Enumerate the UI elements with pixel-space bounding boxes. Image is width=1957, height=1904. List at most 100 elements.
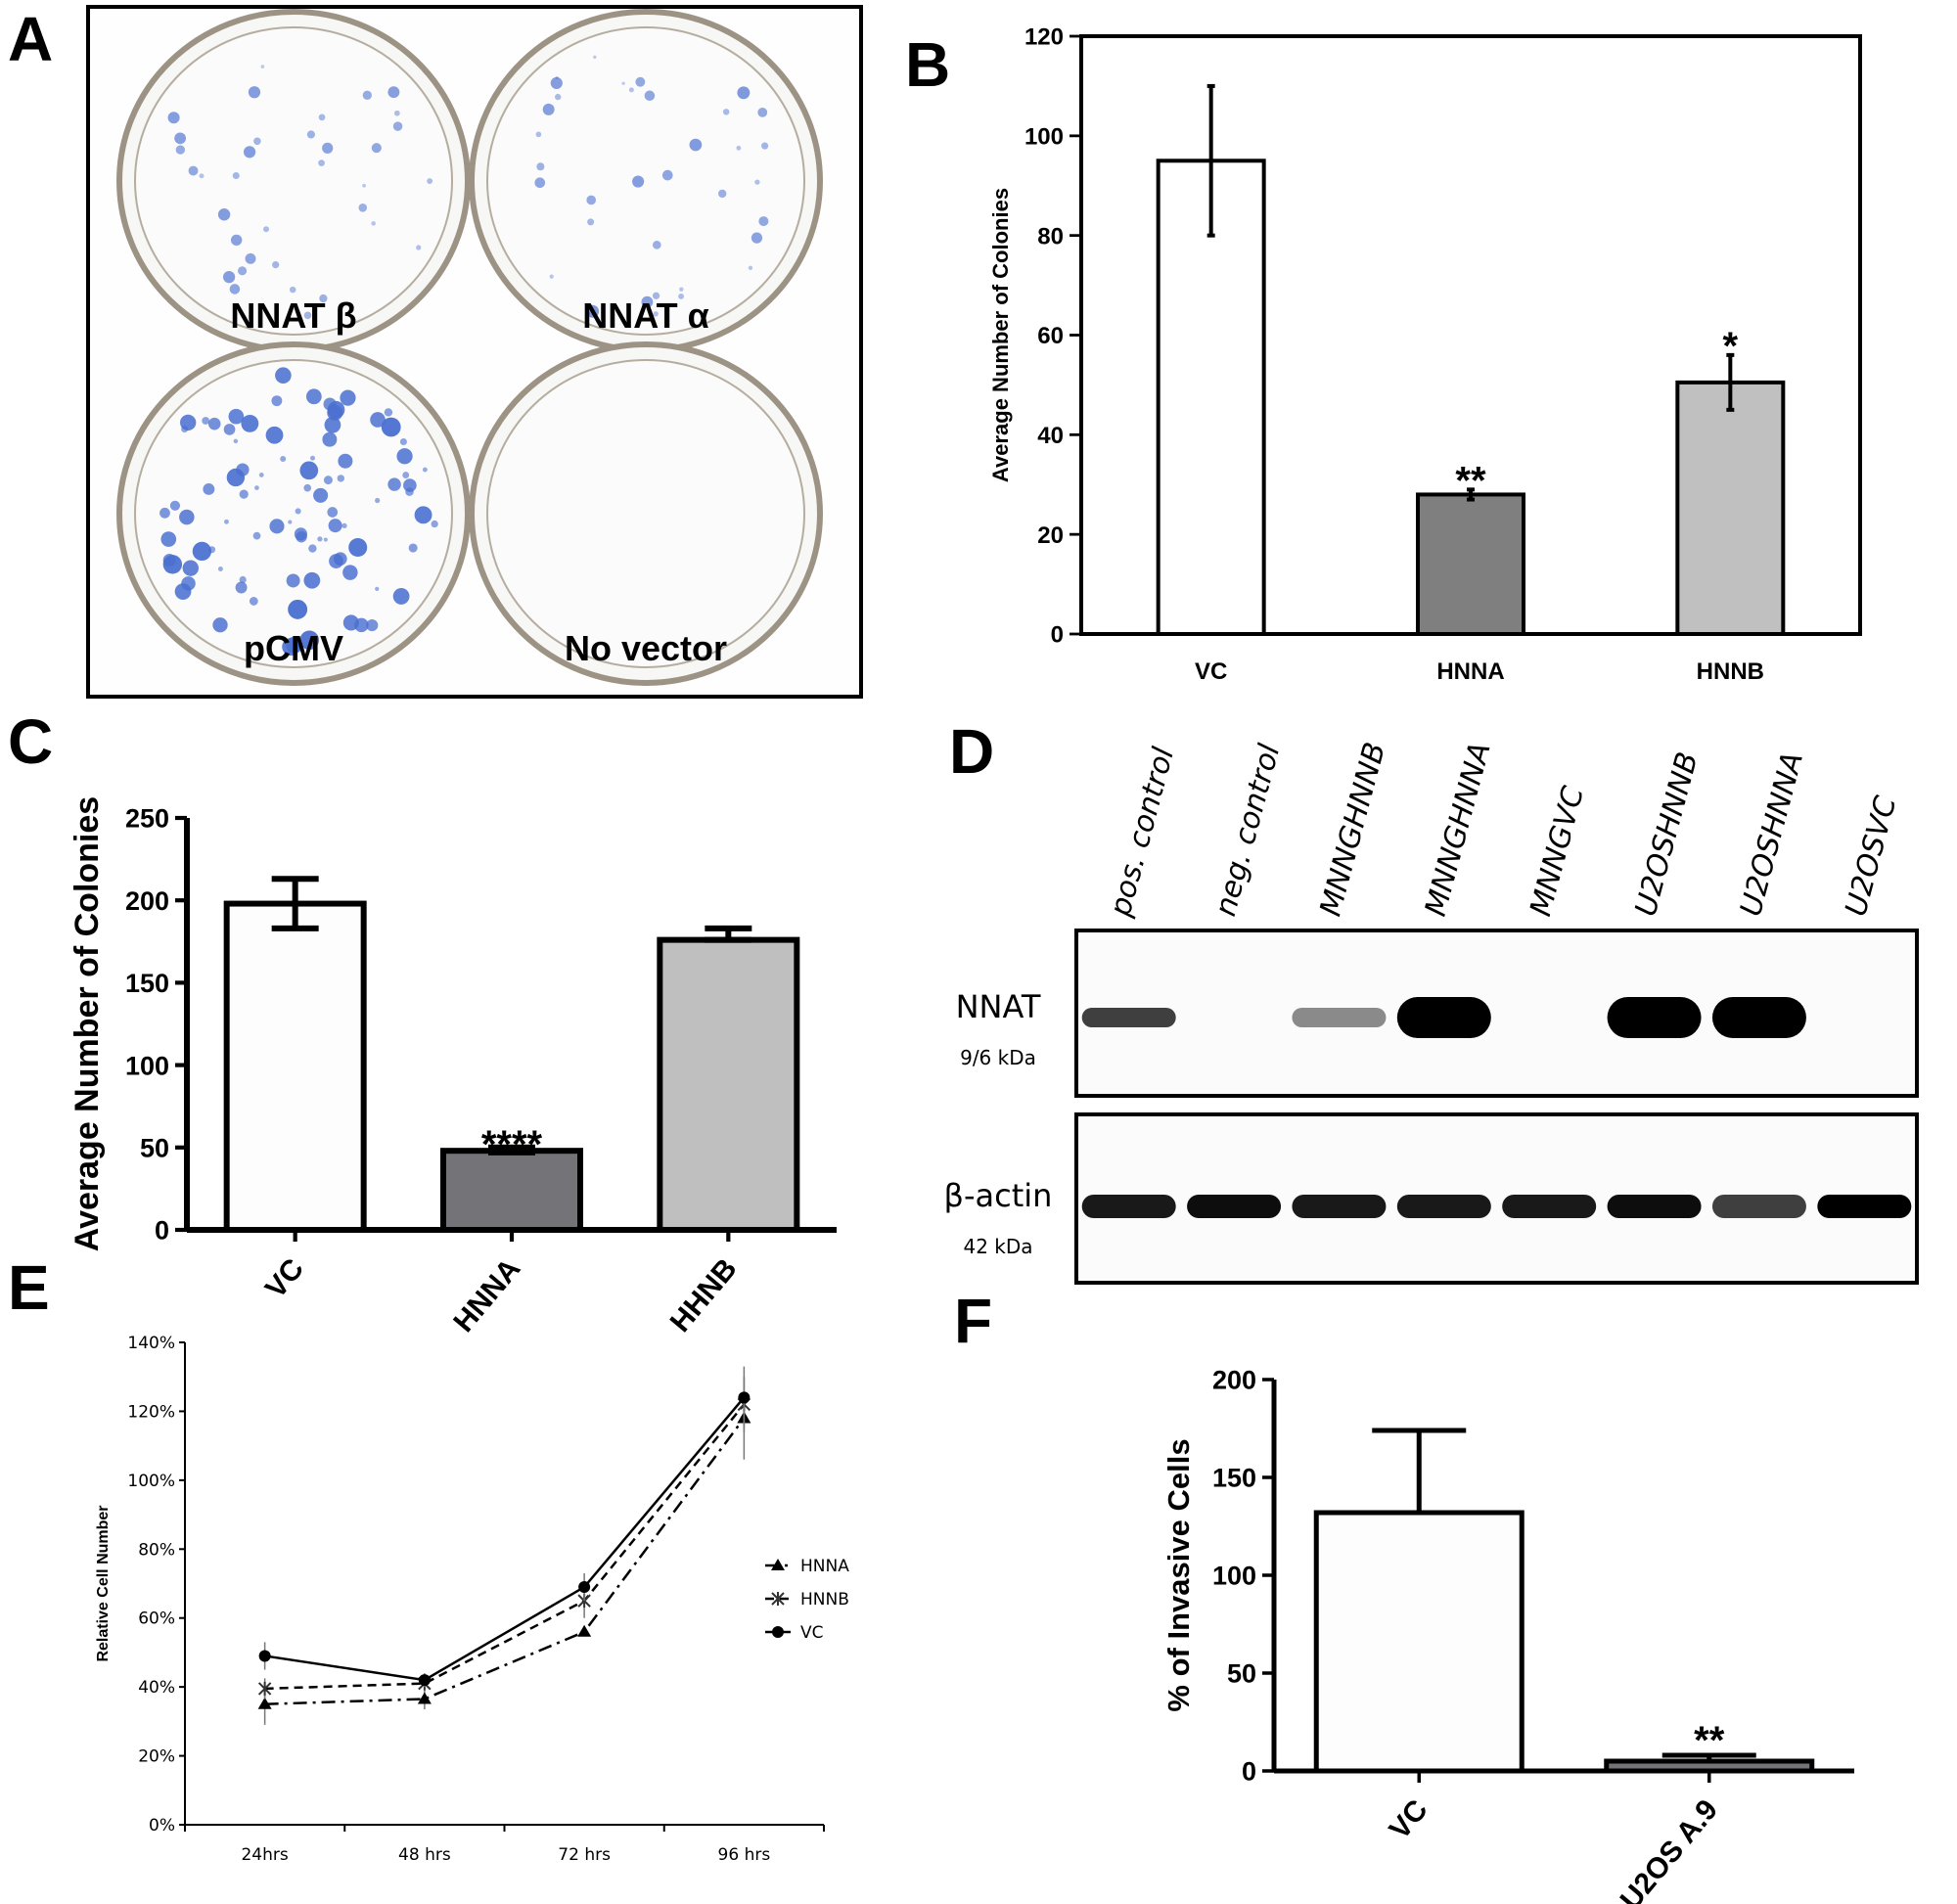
petri-dish: pCMV [116, 341, 471, 686]
colony [362, 183, 366, 188]
colony [252, 531, 261, 540]
marker-star [771, 1592, 785, 1606]
colony [263, 226, 270, 233]
protein-band [1607, 1195, 1702, 1218]
colony [337, 475, 344, 482]
colony [223, 424, 236, 435]
y-tick-label: 140% [127, 1334, 175, 1353]
significance-label: ** [1455, 459, 1486, 502]
panel-label-c: C [8, 706, 53, 777]
colony [308, 544, 317, 553]
legend-label: HNNA [800, 1557, 849, 1576]
colony [393, 110, 400, 116]
y-tick-label: 0 [1051, 622, 1064, 649]
protein-band [1292, 1008, 1387, 1027]
bar [657, 936, 800, 1234]
series-line [264, 1396, 746, 1682]
y-tick-label: 80 [1037, 223, 1064, 249]
colony [275, 367, 292, 384]
colony [342, 565, 358, 580]
colony [586, 195, 597, 205]
colony [689, 138, 703, 152]
bar [1675, 380, 1786, 636]
colony [280, 456, 287, 463]
y-tick-label: 0% [149, 1816, 175, 1836]
colony [265, 426, 284, 444]
lane-label: pos. control [1103, 744, 1181, 921]
colony [652, 240, 661, 249]
colony [182, 560, 199, 576]
y-tick-label: 250 [125, 804, 169, 834]
bar [440, 1148, 583, 1233]
colony [322, 142, 334, 154]
colony [593, 55, 597, 59]
blot-size-label: 42 kDa [963, 1235, 1032, 1258]
colony [169, 500, 181, 511]
colony [758, 216, 769, 227]
panel-b-chart: 0 20 40 60 80 100 120 Average Number of Colonie… [988, 24, 1862, 685]
y-tick-label: 20% [138, 1747, 175, 1767]
plate-label: NNAT β [230, 295, 356, 336]
protein-band [1711, 997, 1806, 1038]
panel-c-chart: 0 50 100 150 200 250 Average Number of Colonie… [68, 796, 837, 1338]
protein-band [1081, 1195, 1176, 1218]
colony [230, 234, 243, 247]
colony [340, 389, 356, 406]
significance-label: **** [481, 1123, 543, 1166]
petri-dish-inner [134, 359, 453, 668]
colony [534, 177, 546, 189]
colony [549, 274, 554, 279]
petri-dish: No vector [469, 341, 823, 686]
protein-band [1502, 1195, 1597, 1218]
colony [303, 311, 312, 320]
colony [661, 169, 673, 181]
colony [737, 86, 751, 100]
colony [408, 543, 418, 553]
lane-label: U2OSHNNA [1734, 748, 1810, 920]
panel-label-d: D [949, 716, 994, 787]
bar [1604, 1758, 1815, 1774]
colony [319, 294, 328, 303]
colony [260, 65, 265, 68]
colony [422, 467, 428, 473]
colony [305, 388, 322, 405]
series-line [264, 1403, 746, 1691]
panel-a-plates: NNAT β NNAT α pCMV No vector [86, 5, 863, 699]
y-tick-label: 100% [127, 1472, 175, 1491]
colony [341, 522, 347, 528]
colony [299, 630, 320, 651]
colony [159, 507, 170, 519]
y-axis-label: Average Number of Colonies [988, 188, 1013, 482]
colony [318, 113, 326, 121]
y-axis-label: % of Invasive Cells [1161, 1438, 1196, 1711]
colony [392, 121, 403, 131]
colony [303, 571, 321, 589]
colony [180, 414, 197, 431]
colony [188, 165, 199, 176]
colony [228, 408, 245, 425]
colony [384, 408, 393, 417]
marker-triangle [417, 1692, 432, 1704]
colony [348, 537, 368, 558]
colony [387, 477, 401, 491]
panel-f-chart: 0 50 100 150 200 % of Invasive Cells VC ** U2OS … [1161, 1366, 1854, 1904]
marker-star [257, 1681, 272, 1696]
colony [402, 472, 410, 478]
colony [754, 179, 760, 185]
panel-d-western-blot: pos. control neg. control MNNGHNNB MNNGHNNA… [944, 739, 1919, 1285]
colony [323, 537, 328, 542]
colony [722, 109, 730, 115]
colony [222, 271, 236, 284]
series-hnnb [257, 1377, 751, 1700]
colony [288, 599, 308, 619]
marker-circle [418, 1674, 431, 1687]
bar [223, 900, 367, 1233]
legend-label: VC [800, 1623, 824, 1643]
colony [736, 145, 742, 151]
colony [371, 221, 376, 226]
colony [354, 617, 369, 633]
protein-band [1396, 997, 1491, 1038]
y-axis-label: Relative Cell Number [95, 1505, 112, 1661]
colony [322, 431, 338, 447]
